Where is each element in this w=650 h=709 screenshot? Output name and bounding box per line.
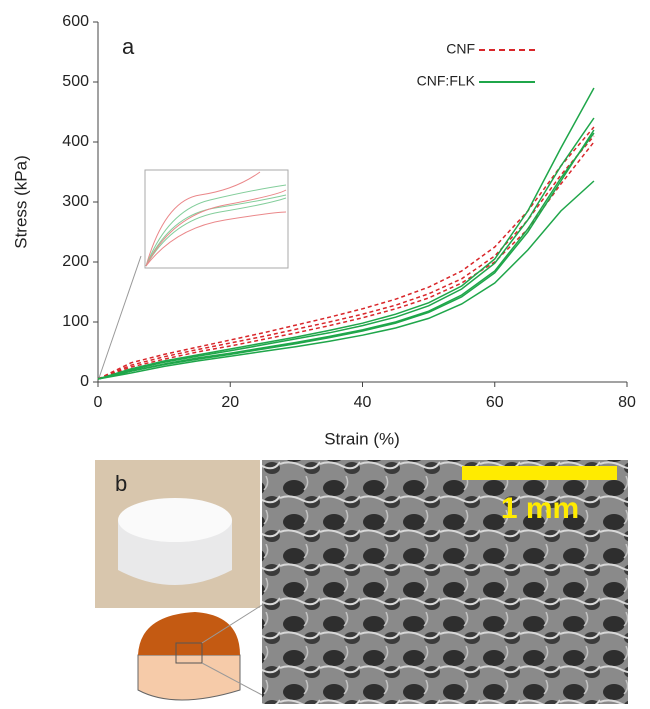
y-tick-label: 400 — [62, 133, 89, 150]
curve — [97, 117, 595, 380]
schematic-body — [137, 654, 241, 701]
x-tick-label: 60 — [486, 394, 504, 411]
x-tick-label: 0 — [94, 394, 103, 411]
y-axis-label: Stress (kPa) — [11, 155, 30, 249]
zoom-line — [201, 662, 263, 696]
sample-top — [118, 498, 232, 542]
y-tick-label: 600 — [62, 13, 89, 30]
curve — [97, 141, 595, 380]
legend-label: CNF — [446, 41, 475, 57]
panel-label: a — [122, 34, 135, 59]
curve — [97, 180, 595, 380]
y-tick-label: 500 — [62, 73, 89, 90]
y-tick-label: 0 — [80, 373, 89, 390]
x-tick-label: 20 — [221, 394, 239, 411]
curve — [97, 129, 595, 380]
x-tick-label: 40 — [354, 394, 372, 411]
legend-label: CNF:FLK — [417, 73, 476, 89]
curve — [97, 132, 595, 380]
curve — [97, 126, 595, 380]
scale-label: 1 mm — [501, 492, 579, 525]
y-tick-label: 200 — [62, 253, 89, 270]
schematic-region — [175, 642, 203, 664]
scale-bar — [462, 466, 617, 480]
x-axis-label: Strain (%) — [324, 429, 400, 448]
zoom-line — [201, 604, 263, 644]
x-tick-label: 80 — [618, 394, 636, 411]
inset-pointer — [98, 255, 142, 379]
panel-label: b — [115, 471, 127, 496]
schematic-top — [138, 612, 240, 655]
curve — [97, 135, 595, 380]
y-tick-label: 100 — [62, 313, 89, 330]
sem-image — [262, 460, 628, 704]
y-tick-label: 300 — [62, 193, 89, 210]
curve — [97, 87, 595, 380]
inset-curves — [145, 171, 287, 267]
inset-box — [144, 169, 289, 269]
